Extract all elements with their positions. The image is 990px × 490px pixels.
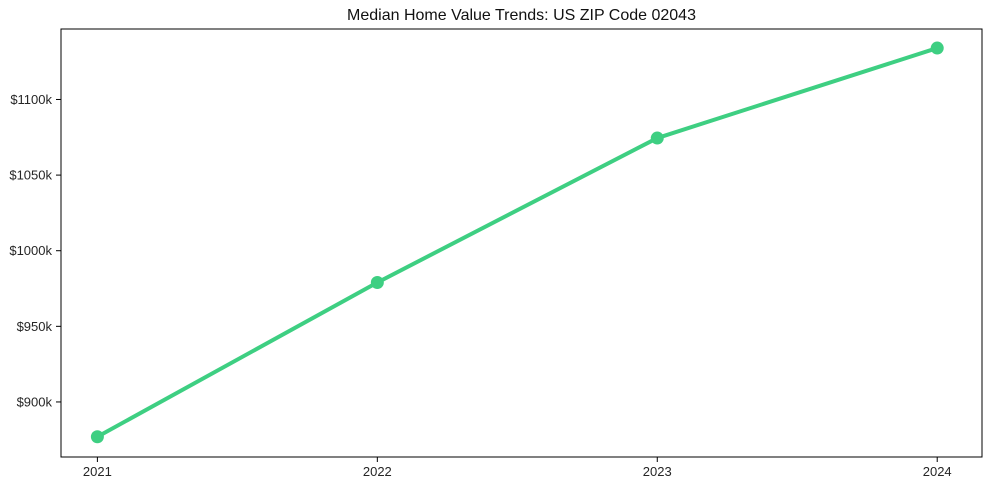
plot-frame (60, 28, 983, 458)
x-axis-tick-label: 2024 (923, 464, 952, 479)
chart-title: Median Home Value Trends: US ZIP Code 02… (347, 7, 696, 24)
x-axis-tick-label: 2021 (83, 464, 112, 479)
data-point-marker (930, 41, 944, 55)
y-axis-tick-label: $950k (17, 319, 53, 334)
y-axis-tick-label: $1100k (10, 92, 52, 107)
data-point-marker (650, 131, 664, 145)
trend-line (95, 46, 940, 439)
data-point-marker (90, 430, 104, 444)
y-axis-tick-label: $1000k (9, 243, 52, 258)
y-axis-tick-label: $1050k (9, 168, 52, 183)
x-axis-tick-label: 2023 (643, 464, 672, 479)
x-axis-tick-label: 2022 (363, 464, 392, 479)
data-point-marker (370, 275, 384, 289)
y-axis-tick-label: $900k (17, 394, 53, 409)
